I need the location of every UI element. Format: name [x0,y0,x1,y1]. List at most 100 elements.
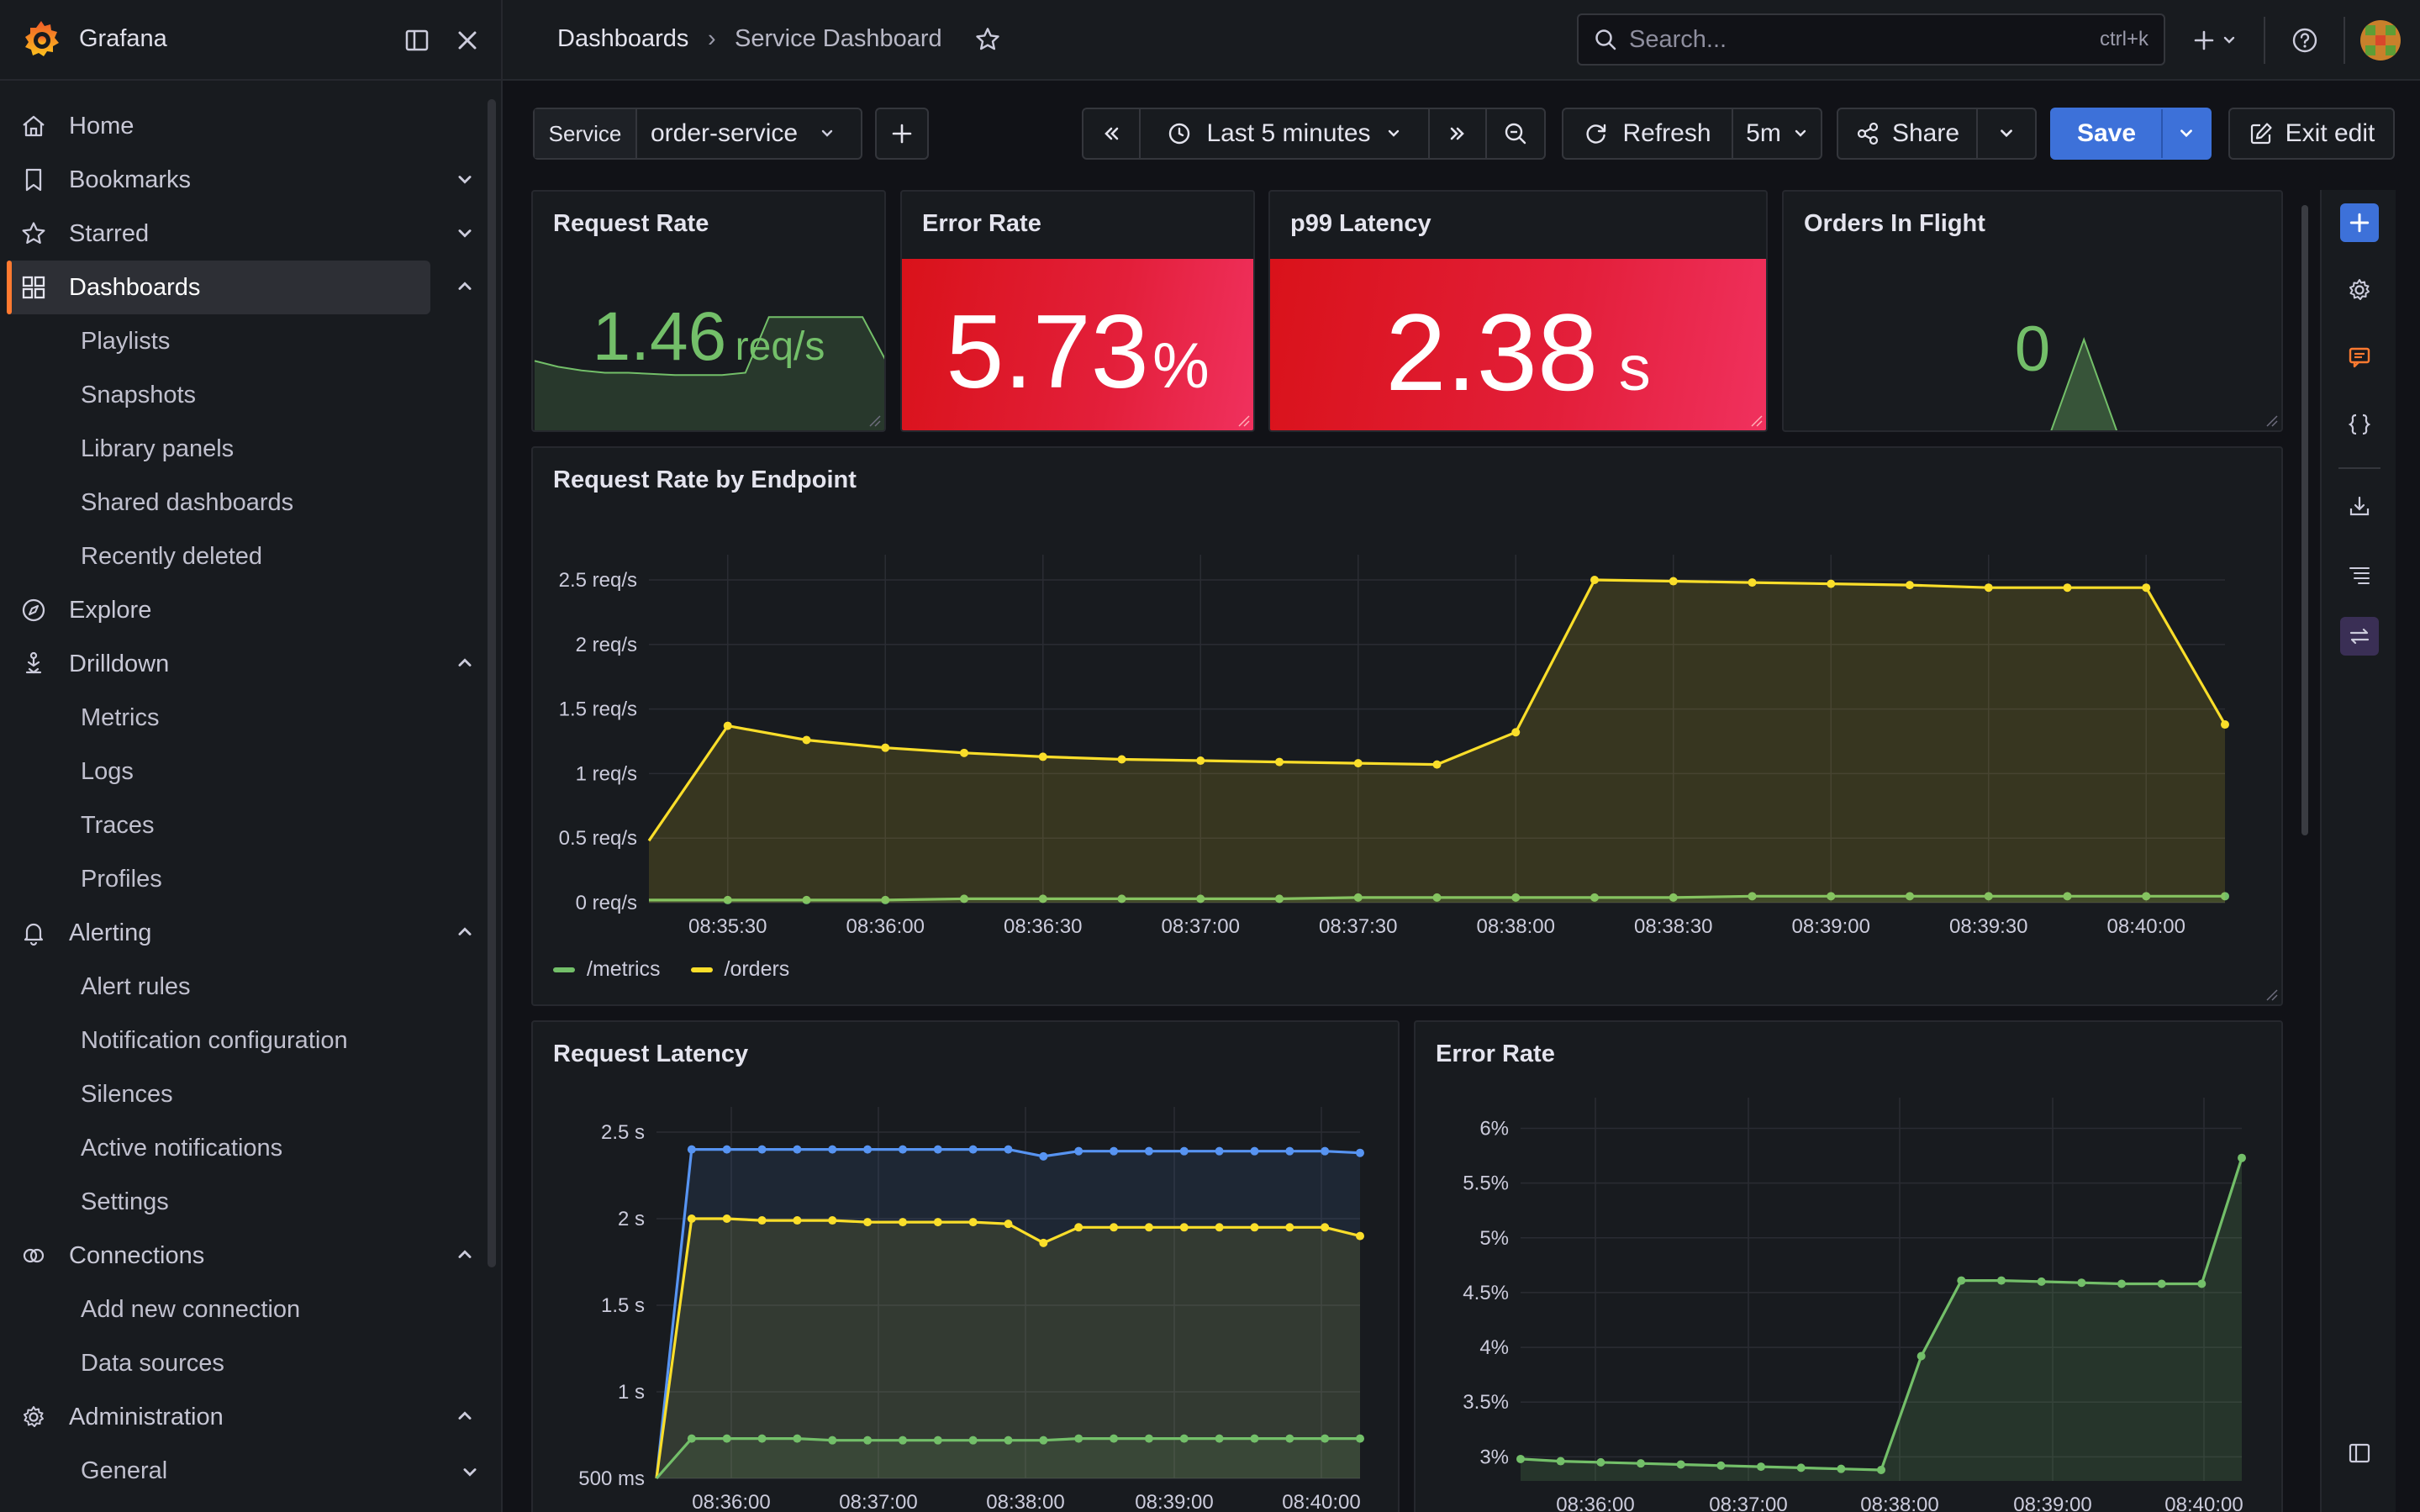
sidebar-subitem-metrics[interactable]: Metrics [81,704,160,731]
data-point [2037,1277,2046,1286]
save-button[interactable]: Save [2052,109,2163,158]
share-menu-button[interactable] [1978,109,2035,158]
variable-select[interactable]: order-service [637,109,861,158]
timeseries-chart-0[interactable]: 0 req/s 0.5 req/s 1 req/s 1.5 req/s 2 req/s 2… [533,448,2283,1006]
stat-value: 2.38 [1385,291,1599,414]
sidebar-subitem-active-notifications[interactable]: Active notifications [81,1135,283,1162]
share-button[interactable]: Share [1838,109,1978,158]
add-panel-button[interactable] [2340,203,2379,242]
toggle-pane-button[interactable] [2340,1434,2379,1472]
dock-menu-icon[interactable] [402,25,432,55]
chevron-up-icon[interactable] [456,923,474,941]
zoom-out-button[interactable] [1487,109,1544,158]
sidebar-item-dashboards[interactable]: Dashboards [7,261,472,314]
refresh-interval-select[interactable]: 5m [1733,109,1821,158]
data-point [1196,756,1205,766]
chevron-up-icon[interactable] [456,277,474,296]
sidebar-subitem-playlists[interactable]: Playlists [81,328,171,355]
refresh-button[interactable]: Refresh [1563,109,1733,158]
data-point [1957,1276,1966,1285]
sidebar-item-connections[interactable]: Connections [7,1229,472,1283]
settings-button[interactable] [2340,271,2379,309]
sidebar-item-home[interactable]: Home [7,99,430,153]
save-menu-button[interactable] [2163,109,2210,158]
brand[interactable]: Grafana [22,18,167,59]
sidebar-subitem-snapshots[interactable]: Snapshots [81,382,197,408]
sidebar-item-drilldown[interactable]: Drilldown [7,637,472,691]
sidebar-subitem-settings[interactable]: Settings [81,1188,169,1215]
sidebar-subitem-general[interactable]: General [81,1457,168,1484]
sidebar-item-explore[interactable]: Explore [7,583,430,637]
chevron-down-icon[interactable] [456,170,474,188]
panel-request-latency[interactable]: Request Latency 500 ms 1 s 1.5 s 2 s 2.5 s 08… [531,1020,1400,1512]
y-tick-label: 0.5 req/s [559,827,637,850]
add-new-button[interactable] [2185,22,2244,59]
timeseries-chart-1[interactable]: 500 ms 1 s 1.5 s 2 s 2.5 s 08:36:00 08:37:00 08… [533,1022,1400,1512]
sidebar-item-bookmarks[interactable]: Bookmarks [7,153,472,207]
help-icon[interactable] [2288,24,2322,57]
sidebar-subitem-alert-rules[interactable]: Alert rules [81,973,191,1000]
timeseries-chart-2[interactable]: 3% 3.5% 4% 4.5% 5% 5.5% 6% 08:36:00 08:37:00 08:3… [1416,1022,2283,1512]
user-avatar[interactable] [2360,20,2401,61]
data-point [1285,1434,1294,1443]
scrollbar-thumb[interactable] [2301,205,2308,835]
panel-error-rate-stat[interactable]: Error Rate 5.73 % [900,190,1255,432]
x-tick-label: 08:39:30 [1949,915,2027,938]
chevron-down-icon [1795,129,1806,137]
resize-handle-icon[interactable] [867,414,881,427]
data-point [757,1434,767,1443]
data-point [1837,1464,1846,1473]
data-point [1827,892,1836,901]
panel-error-rate-timeseries[interactable]: Error Rate 3% 3.5% 4% 4.5% 5% 5.5% 6% 08:36:00 0… [1414,1020,2283,1512]
time-shift-back-button[interactable] [1083,109,1141,158]
time-range-picker[interactable]: Last 5 minutes [1141,109,1430,158]
sidebar-item-alerting[interactable]: Alerting [7,906,472,960]
breadcrumb-dashboards[interactable]: Dashboards [557,25,689,52]
stat-value-container: 1.46 req/s [533,298,884,377]
panel-p99-latency[interactable]: p99 Latency 2.38 s [1268,190,1768,432]
panel-request-rate[interactable]: Request Rate 1.46 req/s [531,190,886,432]
sidebar-subitem-shared-dashboards[interactable]: Shared dashboards [81,489,294,516]
data-point [1516,1454,1525,1463]
sidebar-subitem-profiles[interactable]: Profiles [81,866,162,893]
sidebar-subitem-traces[interactable]: Traces [81,812,155,839]
close-menu-icon[interactable] [452,25,482,55]
add-variable-button[interactable] [875,108,929,160]
sidebar-subitem-recently-deleted[interactable]: Recently deleted [81,543,263,570]
legend-label[interactable]: /metrics [587,957,661,981]
chevron-up-icon[interactable] [456,1246,474,1264]
resize-handle-icon[interactable] [2264,988,2278,1001]
sidebar-scrollbar[interactable] [488,99,496,1267]
chevron-down-icon[interactable] [461,1462,479,1481]
time-shift-forward-button[interactable] [1430,109,1487,158]
sidebar-subitem-logs[interactable]: Logs [81,758,134,785]
sidebar-subitem-data-sources[interactable]: Data sources [81,1350,224,1377]
chevron-up-icon[interactable] [456,654,474,672]
dashboard-scrollbar[interactable] [2300,190,2310,1512]
sidebar-subitem-notification-configuration[interactable]: Notification configuration [81,1027,348,1054]
resize-handle-icon[interactable] [2264,414,2278,427]
chevron-up-icon[interactable] [456,1407,474,1425]
panel-request-rate-by-endpoint[interactable]: Request Rate by Endpoint 0 req/s 0.5 req/… [531,446,2283,1006]
legend-label[interactable]: /orders [724,957,790,981]
sidebar-subitem-library-panels[interactable]: Library panels [81,435,235,462]
outline-button[interactable] [2340,338,2379,377]
swap-button[interactable] [2340,617,2379,656]
bell-icon [18,918,49,948]
exit-edit-button[interactable]: Exit edit [2228,108,2395,160]
resize-handle-icon[interactable] [1749,414,1763,427]
search-input[interactable]: Search... ctrl+k [1577,13,2165,66]
outline-list-button[interactable] [2340,555,2379,593]
export-button[interactable] [2340,487,2379,526]
sidebar-subitem-add-new-connection[interactable]: Add new connection [81,1296,301,1323]
sidebar-item-administration[interactable]: Administration [7,1390,472,1444]
chevron-down-icon[interactable] [456,224,474,242]
resize-handle-icon[interactable] [1236,414,1250,427]
star-favorite-icon[interactable] [972,24,1004,55]
data-point [898,1145,907,1154]
sidebar-subitem-silences[interactable]: Silences [81,1081,173,1108]
json-model-button[interactable] [2340,405,2379,444]
data-point [2238,1153,2246,1162]
sidebar-item-starred[interactable]: Starred [7,207,472,261]
panel-orders-in-flight[interactable]: Orders In Flight 0 [1782,190,2283,432]
